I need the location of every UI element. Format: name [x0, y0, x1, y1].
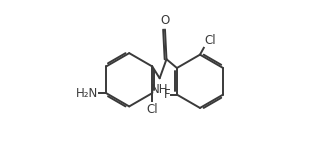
Text: NH: NH [151, 83, 168, 96]
Text: Cl: Cl [147, 103, 158, 116]
Text: H₂N: H₂N [76, 87, 99, 100]
Text: O: O [161, 13, 169, 27]
Text: Cl: Cl [204, 34, 216, 47]
Text: F: F [164, 88, 170, 101]
